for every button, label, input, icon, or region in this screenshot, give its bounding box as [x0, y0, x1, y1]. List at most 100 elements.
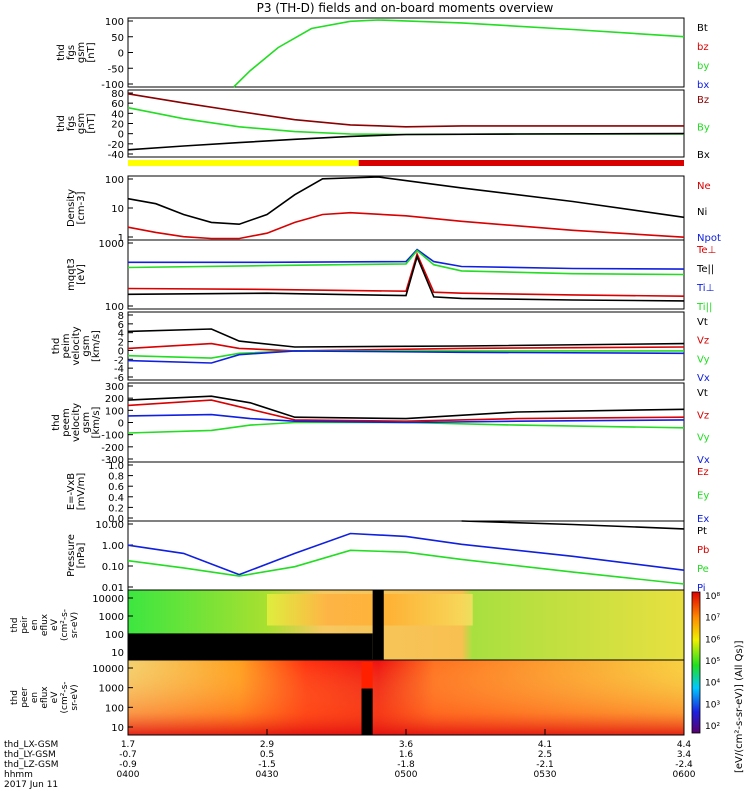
- legend-Ey: Ey: [697, 491, 709, 502]
- y-label-line: gsm: [81, 335, 92, 356]
- colorbar-tick: 10⁴: [705, 679, 720, 689]
- x-tick-label: 2.5: [538, 750, 552, 760]
- mode-bar: [128, 160, 684, 166]
- y-label-line: peir: [20, 616, 30, 634]
- y-tick-label: 0.10: [102, 562, 124, 573]
- y-tick-label: 8: [118, 311, 124, 322]
- x-tick-label: 1.6: [399, 750, 414, 760]
- y-tick-label: 1.0: [108, 461, 124, 472]
- x-tick-label: 3.4: [677, 750, 692, 760]
- x-tick-label: 0600: [673, 770, 696, 780]
- x-tick-label: 4.4: [677, 740, 692, 750]
- y-label-line: [mV/m]: [76, 473, 87, 511]
- spec-gap: [361, 662, 373, 689]
- x-tick-label: -0.7: [119, 750, 137, 760]
- y-label-line: thd: [51, 414, 62, 431]
- y-tick-label: 80: [111, 89, 124, 100]
- y-tick-label: -40: [108, 150, 124, 161]
- legend-Ti||: Ti||: [696, 302, 712, 313]
- colorbar-tick: 10⁸: [705, 592, 720, 602]
- legend-Ti⊥: Ti⊥: [696, 283, 714, 294]
- colorbar-tick: 10²: [705, 722, 720, 732]
- panel-frame: [127, 520, 685, 591]
- series-Pe: [127, 549, 685, 585]
- y-label-line: [nT]: [86, 113, 97, 133]
- y-tick-label: 1: [118, 233, 124, 244]
- x-row-label: thd_LZ-GSM: [4, 760, 59, 770]
- y-tick-label: 0.6: [108, 482, 124, 493]
- y-tick-label: 0.8: [108, 472, 124, 483]
- y-label-line: eV: [50, 691, 60, 704]
- panel-frame: [127, 17, 685, 88]
- y-tick-label: 0: [118, 130, 124, 141]
- x-tick-label: 0400: [117, 770, 140, 780]
- y-tick-label: -100: [101, 80, 124, 91]
- series-Vt: [127, 395, 685, 420]
- x-tick-label: 4.1: [538, 740, 552, 750]
- legend-Vt: Vt: [697, 388, 708, 399]
- spec-gap: [372, 590, 384, 660]
- legend-Vx: Vx: [697, 373, 710, 384]
- x-tick-label: -2.4: [675, 760, 693, 770]
- series-Vy: [127, 421, 685, 434]
- y-tick-label: 100: [105, 703, 124, 714]
- panel-frame: [127, 175, 685, 241]
- colorbar-gradient: [691, 591, 701, 734]
- y-tick-label: 100: [105, 302, 124, 313]
- y-label-line: thd: [56, 44, 67, 61]
- y-tick-label: 0: [118, 419, 124, 430]
- legend-Te⊥: Te⊥: [696, 245, 716, 256]
- legend-Vx: Vx: [697, 455, 710, 466]
- y-tick-label: 1000: [99, 684, 124, 695]
- legend-Bx: Bx: [697, 150, 710, 161]
- y-label-line: eflux: [40, 686, 50, 709]
- x-tick-label: 3.6: [399, 740, 414, 750]
- y-tick-label: 100: [105, 406, 124, 417]
- y-tick-label: 20: [111, 120, 124, 131]
- legend-Pi: Pi: [697, 583, 706, 594]
- y-label-line: [eV]: [76, 264, 87, 285]
- colorbar-label: [eV/(cm²-s-sr-eV)] (All Qs)]: [734, 640, 745, 773]
- series-Ti||: [127, 249, 685, 276]
- legend-Ez: Ez: [697, 467, 709, 478]
- legend-Ni: Ni: [697, 207, 707, 218]
- y-label-line: fgs: [66, 45, 77, 60]
- series-Vt: [127, 328, 685, 348]
- legend-By: By: [697, 123, 710, 134]
- legend-Vy: Vy: [697, 354, 710, 365]
- series-Vx: [127, 413, 685, 424]
- x-row-label: thd_LX-GSM: [4, 740, 58, 750]
- panel-7: 10.00 1.00 0.10 0.01 Pressure [nPa] Pt Pb Pe Pi: [66, 520, 709, 594]
- y-label-line: sr-eV): [70, 612, 80, 638]
- y-tick-label: 0: [118, 49, 124, 60]
- y-label-line: en: [30, 619, 40, 630]
- legend-Bz: Bz: [697, 95, 709, 106]
- colorbar-tick: 10³: [705, 700, 720, 710]
- y-tick-label: 40: [111, 109, 124, 120]
- y-label-line: velocity: [71, 326, 82, 365]
- colorbar: 10⁸ 10⁷ 10⁶ 10⁵ 10⁴ 10³ 10² [eV/(cm²-s-sr-eV)] …: [691, 591, 745, 773]
- panel-0: 100 50 0 -50 -100 thd fgs gsm [nT] Bt bz by bx: [56, 17, 709, 91]
- panel-2: 100 10 1 Density [cm-3] Ne Ni Npot: [66, 175, 721, 244]
- panel-3: 1000 100 mqqt3 [eV] Te⊥ Te|| Ti⊥ Ti||: [66, 239, 716, 313]
- spectrogram-0: 10000 1000 100 10 thd peir en eflux eV (cm²-s-sr-…: [10, 589, 685, 661]
- y-label-line: fgs: [66, 116, 77, 131]
- y-label-line: peer: [20, 687, 30, 708]
- x-date: 2017 Jun 11: [4, 780, 58, 790]
- x-axis: thd_LX-GSM 1.7 2.9 3.6 4.1 4.4 thd_LY-GSM -0.7 0…: [4, 729, 696, 790]
- y-tick-label: 50: [111, 33, 124, 44]
- y-tick-label: -6: [114, 373, 124, 384]
- y-label: thd peir en eflux eV (cm²-s-sr-eV): [10, 609, 80, 641]
- y-tick-label: 0.0: [108, 514, 124, 525]
- mode-bar-fast: [358, 160, 684, 166]
- y-tick-label: 1.00: [102, 541, 124, 552]
- series-by: [233, 19, 685, 88]
- series-Vz: [127, 399, 685, 423]
- series-Vx: [127, 350, 685, 364]
- x-tick-label: -1.8: [397, 760, 415, 770]
